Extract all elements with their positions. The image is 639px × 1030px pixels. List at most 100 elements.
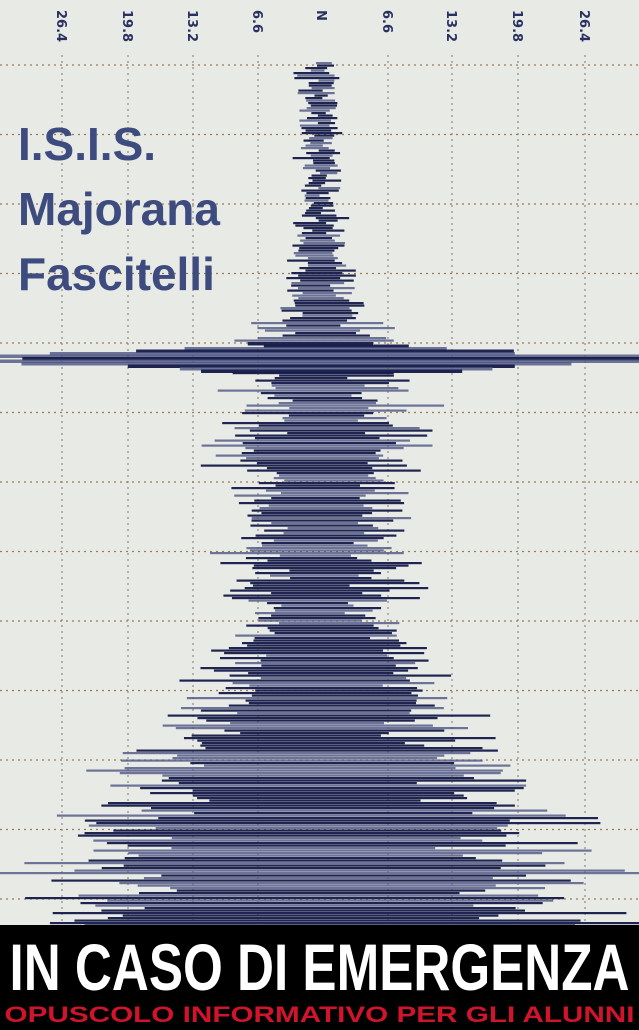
trace-stroke: [234, 427, 420, 430]
trace-stroke: [122, 914, 499, 917]
trace-stroke: [282, 334, 370, 337]
trace-stroke: [176, 889, 486, 892]
trace-stroke: [139, 892, 460, 895]
trace-stroke: [84, 832, 520, 835]
trace-stroke: [318, 187, 341, 190]
trace-stroke: [107, 899, 554, 902]
trace-stroke: [282, 319, 348, 322]
trace-stroke: [295, 332, 357, 335]
trace-stroke: [191, 734, 381, 737]
trace-stroke: [298, 249, 335, 252]
trace-stroke: [122, 752, 471, 755]
trace-stroke: [162, 724, 433, 727]
trace-stroke: [119, 772, 501, 775]
trace-stroke: [257, 327, 395, 330]
trace-stroke: [293, 252, 333, 255]
trace-stroke: [281, 309, 352, 312]
trace-stroke: [292, 244, 345, 247]
trace-stroke: [244, 587, 429, 590]
trace-stroke: [291, 284, 331, 287]
trace-stroke: [305, 197, 331, 200]
trace-stroke: [254, 499, 401, 502]
trace-stroke: [235, 434, 428, 437]
trace-stroke: [51, 879, 571, 882]
trace-stroke: [302, 314, 353, 317]
trace-stroke: [248, 702, 417, 705]
trace-stroke: [248, 672, 394, 675]
trace-stroke: [127, 364, 515, 368]
trace-stroke: [301, 214, 337, 217]
trace-stroke: [251, 519, 394, 522]
trace-stroke: [310, 104, 338, 107]
trace-stroke: [200, 464, 407, 467]
trace-stroke: [84, 819, 510, 822]
trace-stroke: [124, 857, 476, 860]
trace-stroke: [242, 442, 396, 445]
trace-stroke: [253, 639, 399, 642]
trace-stroke: [298, 297, 344, 300]
trace-stroke: [302, 292, 352, 295]
trace-stroke: [279, 374, 394, 377]
trace-stroke: [96, 822, 601, 825]
trace-stroke: [297, 74, 335, 77]
trace-stroke: [314, 134, 335, 137]
trace-stroke: [220, 562, 422, 565]
trace-stroke: [219, 657, 394, 660]
trace-stroke: [108, 802, 497, 805]
trace-stroke: [80, 902, 543, 905]
trace-stroke: [292, 157, 330, 160]
trace-stroke: [238, 502, 405, 505]
trace-stroke: [315, 217, 350, 220]
trace-stroke: [253, 449, 381, 452]
trace-stroke: [74, 869, 625, 872]
trace-stroke: [245, 447, 404, 450]
trace-stroke: [242, 412, 374, 415]
trace-stroke: [306, 209, 335, 212]
trace-stroke: [52, 912, 627, 915]
trace-stroke: [299, 119, 331, 122]
trace-stroke: [184, 347, 447, 351]
trace-stroke: [224, 652, 425, 655]
trace-stroke: [248, 599, 387, 602]
trace-stroke: [179, 679, 410, 682]
trace-stroke: [274, 394, 352, 397]
trace-stroke: [315, 169, 341, 172]
trace-stroke: [180, 707, 444, 710]
trace-stroke: [306, 107, 336, 110]
trace-stroke: [186, 697, 448, 700]
trace-stroke: [236, 579, 405, 582]
trace-stroke: [192, 794, 464, 797]
trace-stroke: [264, 329, 361, 332]
scale-label: 19.8: [509, 10, 524, 42]
trace-stroke: [320, 172, 338, 175]
footer-subtitle: OPUSCOLO INFORMATIVO PER GLI ALUNNI: [5, 1002, 635, 1027]
trace-stroke: [179, 367, 493, 371]
trace-stroke: [254, 637, 371, 640]
scale-label: 6.6: [249, 10, 264, 33]
trace-stroke: [161, 779, 527, 782]
trace-stroke: [128, 852, 543, 855]
trace-stroke: [110, 784, 527, 787]
trace-stroke: [286, 277, 341, 280]
trace-stroke: [175, 727, 469, 730]
trace-stroke: [302, 167, 331, 170]
trace-stroke: [261, 664, 396, 667]
trace-stroke: [260, 659, 429, 662]
trace-stroke: [200, 744, 425, 747]
footer-band: [0, 925, 639, 1030]
trace-stroke: [298, 274, 356, 277]
trace-stroke: [252, 584, 350, 587]
trace-stroke: [270, 574, 359, 577]
trace-stroke: [260, 677, 407, 680]
scale-label: 26.4: [576, 10, 591, 42]
trace-stroke: [200, 709, 412, 712]
trace-stroke: [230, 589, 390, 592]
trace-stroke: [301, 127, 338, 130]
trace-stroke: [315, 62, 332, 65]
trace-stroke: [304, 212, 322, 215]
trace-stroke: [287, 259, 335, 262]
trace-stroke: [310, 154, 333, 157]
trace-stroke: [308, 102, 338, 105]
trace-stroke: [283, 532, 365, 535]
